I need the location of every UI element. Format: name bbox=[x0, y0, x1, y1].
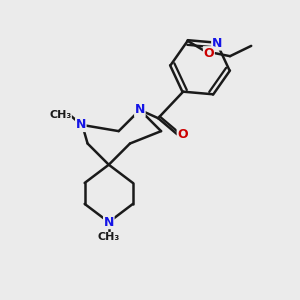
Text: CH₃: CH₃ bbox=[98, 232, 120, 242]
Text: N: N bbox=[135, 103, 145, 116]
Text: CH₃: CH₃ bbox=[49, 110, 71, 120]
Text: N: N bbox=[103, 216, 114, 229]
Text: O: O bbox=[177, 128, 188, 141]
Text: O: O bbox=[203, 47, 214, 60]
Text: N: N bbox=[76, 118, 86, 131]
Text: N: N bbox=[212, 37, 222, 50]
